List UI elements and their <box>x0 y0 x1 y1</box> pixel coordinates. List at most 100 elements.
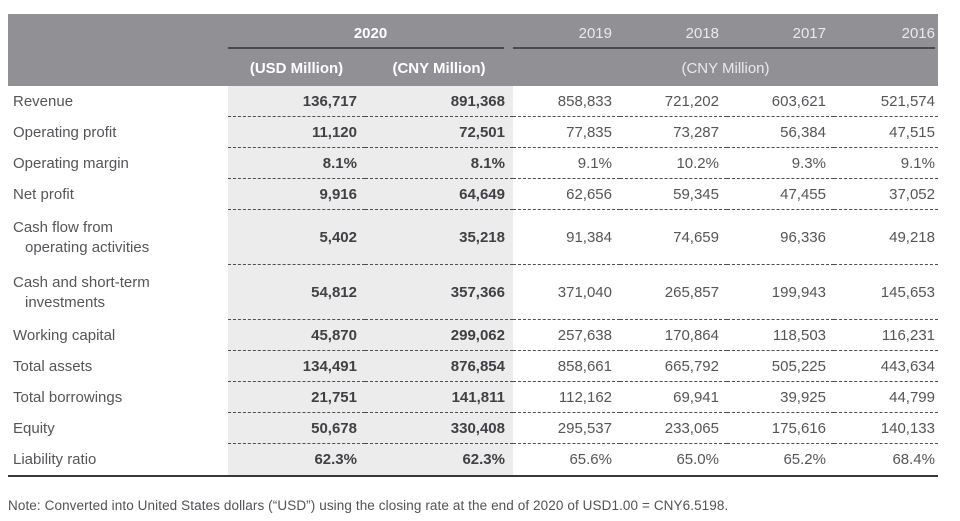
row-label: Liability ratio <box>8 444 228 475</box>
cell-cny-2020: 299,062 <box>365 320 513 351</box>
underline-prior-years-group <box>513 47 935 49</box>
cell-2016: 145,653 <box>834 265 938 320</box>
table-row-cash-short-term-investments: Cash and short-term investments 54,812 35… <box>8 265 938 320</box>
cell-cny-2020: 35,218 <box>365 210 513 265</box>
underline-2020-group <box>228 47 504 49</box>
cell-cny-2020: 876,854 <box>365 351 513 382</box>
cell-usd-2020: 54,812 <box>228 265 365 320</box>
cell-usd-2020: 136,717 <box>228 86 365 117</box>
row-label: Equity <box>8 413 228 444</box>
cell-2016: 521,574 <box>834 86 938 117</box>
cell-2016: 47,515 <box>834 117 938 148</box>
cell-cny-2020: 62.3% <box>365 444 513 475</box>
cell-2019: 65.6% <box>569 451 612 468</box>
table-header: 2020 2019 2018 2017 2016 (USD Million) (… <box>8 14 938 86</box>
header-year-2018: 2018 <box>685 24 719 42</box>
table-row-operating-profit: Operating profit 11,120 72,501 77,835 73… <box>8 117 938 148</box>
cell-2016: 68.4% <box>892 451 935 468</box>
row-label-text: Revenue <box>13 92 74 110</box>
cell-usd-2020: 21,751 <box>228 382 365 413</box>
cell-2016: 9.1% <box>834 148 938 179</box>
table-row-working-capital: Working capital 45,870 299,062 257,638 1… <box>8 320 938 351</box>
table-row-cash-flow-operating: Cash flow from operating activities 5,402… <box>8 210 938 265</box>
footnote: Note: Converted into United States dolla… <box>8 498 729 513</box>
header-unit-cny-million-group: (CNY Million) <box>681 59 770 77</box>
cell-2019: 295,537 <box>513 413 620 444</box>
cell-2018: 721,202 <box>620 86 727 117</box>
cell-2019: 371,040 <box>513 265 620 320</box>
cell-2016: 443,634 <box>834 351 938 382</box>
cell-2016: 37,052 <box>834 179 938 210</box>
row-label-line2: operating activities <box>25 238 150 256</box>
cell-2017: 118,503 <box>727 320 834 351</box>
row-label: Net profit <box>8 179 228 210</box>
table-row-operating-margin: Operating margin 8.1% 8.1% 9.1% 10.2% 9.… <box>8 148 938 179</box>
row-label: Working capital <box>8 320 228 351</box>
row-label-text: Operating profit <box>13 123 117 141</box>
row-label-line2: investments <box>25 293 106 311</box>
cell-2017: 199,943 <box>727 265 834 320</box>
cell-2017: 175,616 <box>727 413 834 444</box>
cell-2017: 96,336 <box>727 210 834 265</box>
row-label: Cash flow from operating activities <box>8 210 228 265</box>
cell-2019: 858,833 <box>513 86 620 117</box>
row-label: Total borrowings <box>8 382 228 413</box>
cell-2016: 44,799 <box>834 382 938 413</box>
cell-usd-2020: 50,678 <box>228 413 365 444</box>
cell-usd-2020: 9,916 <box>228 179 365 210</box>
table-row-revenue: Revenue 136,717 891,368 858,833 721,202 … <box>8 86 938 117</box>
row-label-text: Liability ratio <box>13 450 97 468</box>
row-label-text: Total borrowings <box>13 388 123 406</box>
cell-usd-2020: 11,120 <box>228 117 365 148</box>
table-bottom-border <box>8 475 938 477</box>
cell-2018: 170,864 <box>620 320 727 351</box>
table-row-liability-ratio: Liability ratio 62.3% 62.3% 65.6% 65.0% … <box>8 444 938 475</box>
cell-2017: 39,925 <box>727 382 834 413</box>
cell-2018: 74,659 <box>620 210 727 265</box>
row-label: Operating margin <box>8 148 228 179</box>
cell-usd-2020: 45,870 <box>228 320 365 351</box>
header-unit-cny-million-2020: (CNY Million) <box>392 59 486 77</box>
header-underlines <box>8 46 938 50</box>
cell-2019: 9.1% <box>513 148 620 179</box>
cell-2017: 47,455 <box>727 179 834 210</box>
row-label-text: Cash flow from <box>13 218 114 236</box>
row-label: Cash and short-term investments <box>8 265 228 320</box>
header-unit-usd-million: (USD Million) <box>249 59 344 77</box>
row-label: Total assets <box>8 351 228 382</box>
cell-2019: 77,835 <box>513 117 620 148</box>
header-years-row: 2020 2019 2018 2017 2016 <box>8 14 938 46</box>
cell-2016: 49,218 <box>834 210 938 265</box>
cell-2019: 858,661 <box>513 351 620 382</box>
financial-summary-table: 2020 2019 2018 2017 2016 (USD Million) (… <box>8 14 938 477</box>
cell-2017: 505,225 <box>727 351 834 382</box>
cell-2018: 265,857 <box>620 265 727 320</box>
row-label: Revenue <box>8 86 228 117</box>
header-units-row: (USD Million) (CNY Million) (CNY Million… <box>8 50 938 86</box>
row-label-text: Total assets <box>13 357 93 375</box>
cell-cny-2020: 357,366 <box>365 265 513 320</box>
cell-2017: 65.2% <box>783 451 826 468</box>
cell-cny-2020: 330,408 <box>365 413 513 444</box>
cell-cny-2020: 141,811 <box>365 382 513 413</box>
row-label-text: Net profit <box>13 185 74 203</box>
cell-2017: 603,621 <box>727 86 834 117</box>
cell-2019: 112,162 <box>513 382 620 413</box>
row-label: Operating profit <box>8 117 228 148</box>
cell-2018: 65.0% <box>676 451 719 468</box>
cell-2016: 116,231 <box>834 320 938 351</box>
row-label-text: Equity <box>13 419 55 437</box>
table-row-net-profit: Net profit 9,916 64,649 62,656 59,345 47… <box>8 179 938 210</box>
cell-cny-2020: 8.1% <box>365 148 513 179</box>
cell-cny-2020: 891,368 <box>365 86 513 117</box>
cell-usd-2020: 62.3% <box>228 444 365 475</box>
cell-usd-2020: 8.1% <box>228 148 365 179</box>
row-label-text: Cash and short-term <box>13 273 150 291</box>
table-row-equity: Equity 50,678 330,408 295,537 233,065 17… <box>8 413 938 444</box>
cell-2018: 665,792 <box>620 351 727 382</box>
cell-2019: 62,656 <box>513 179 620 210</box>
cell-2018: 59,345 <box>620 179 727 210</box>
cell-2018: 73,287 <box>620 117 727 148</box>
table-row-total-borrowings: Total borrowings 21,751 141,811 112,162 … <box>8 382 938 413</box>
